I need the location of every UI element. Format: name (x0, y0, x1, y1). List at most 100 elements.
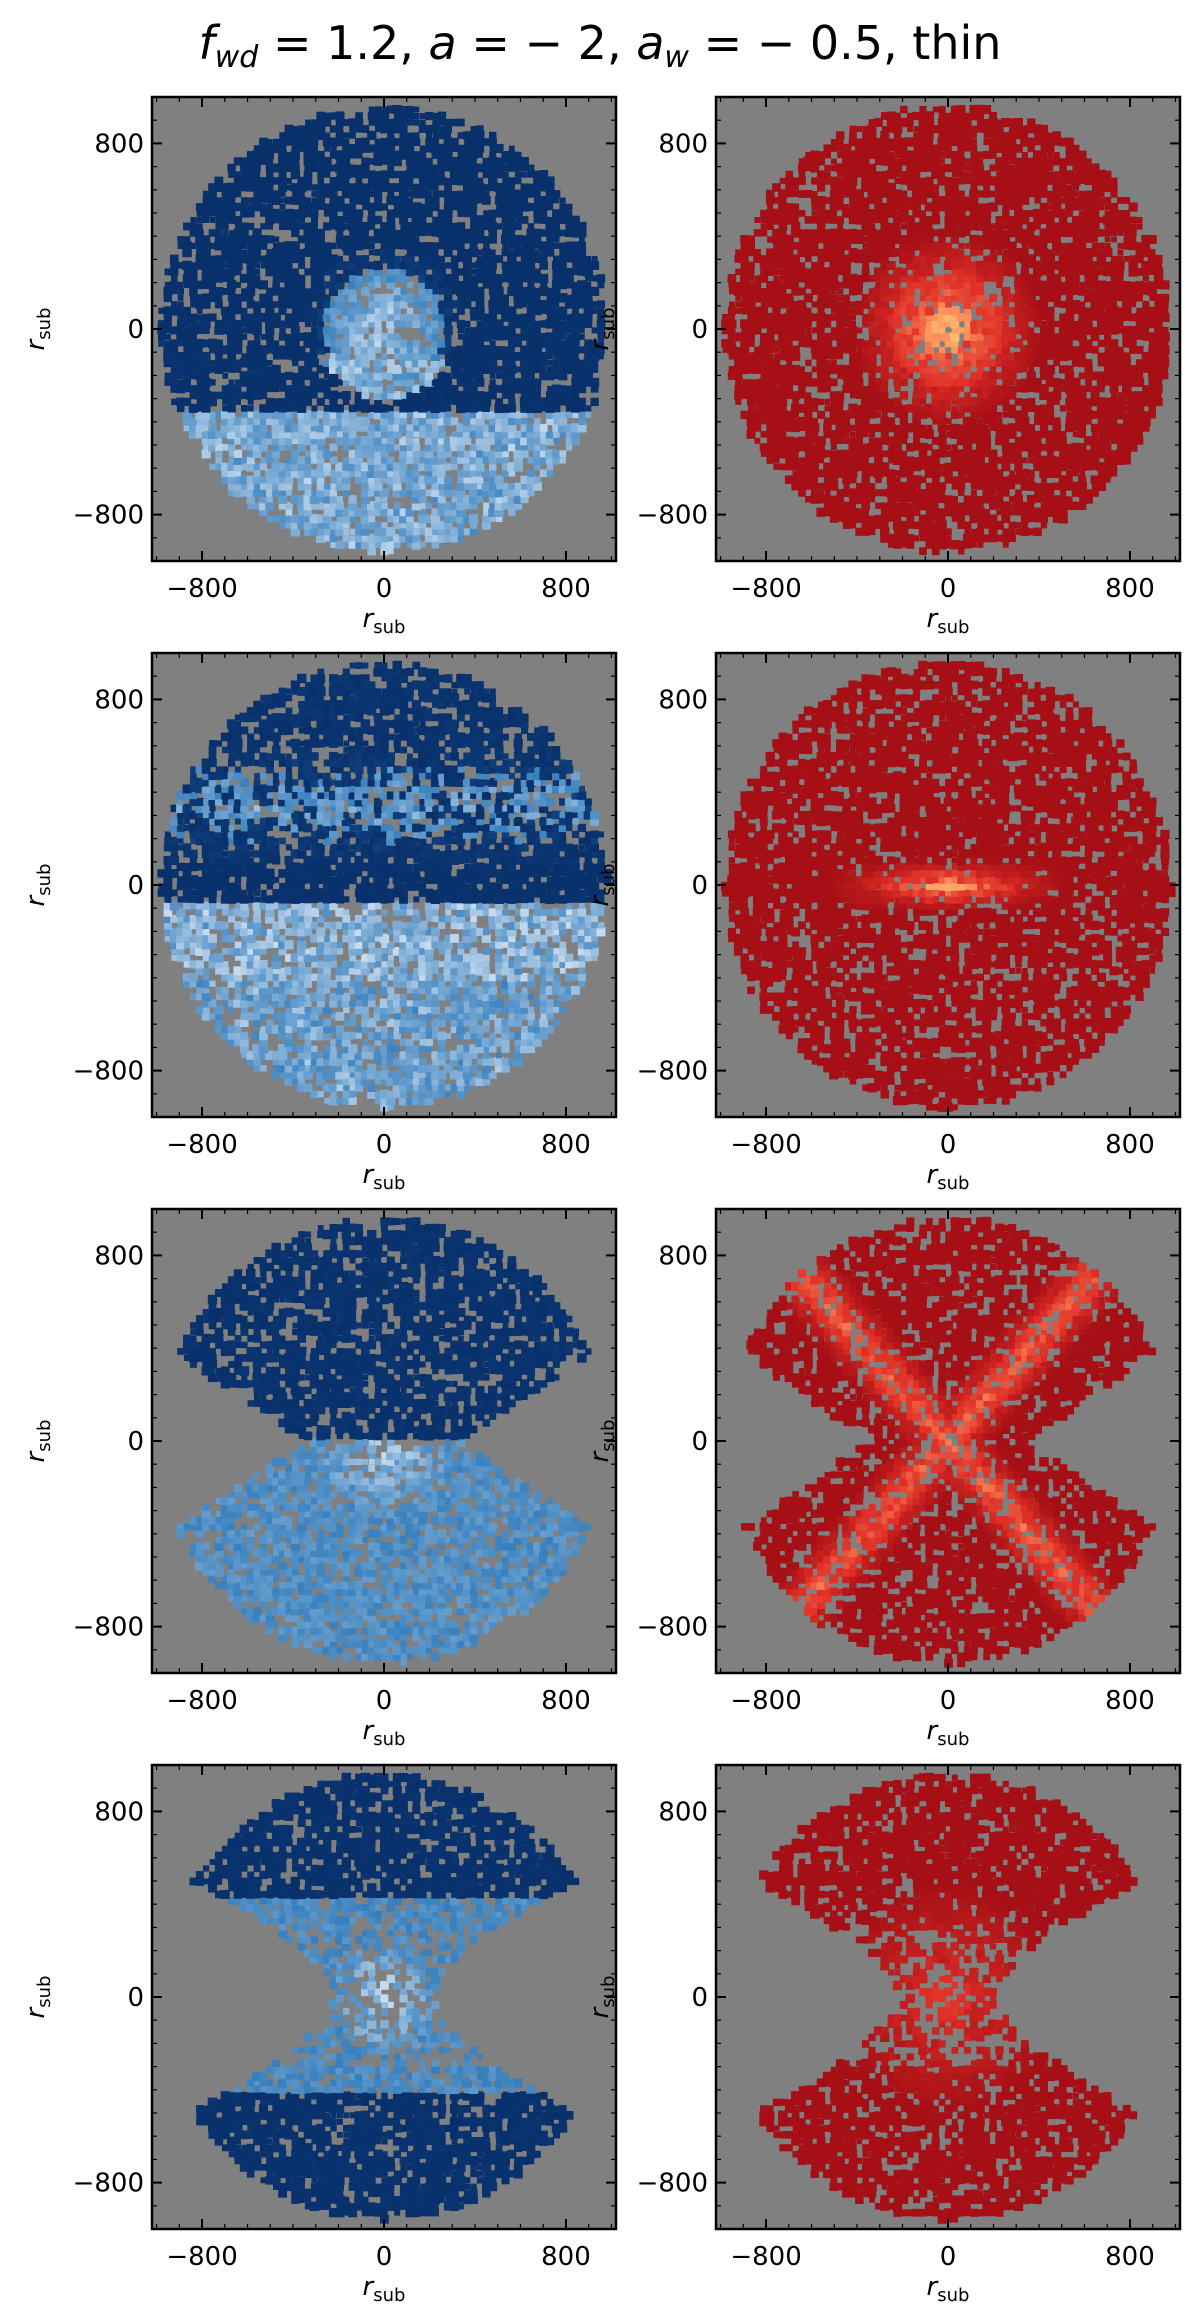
heatmap-cell (367, 339, 376, 348)
heatmap-cell (792, 300, 800, 308)
heatmap-cell (951, 502, 959, 510)
heatmap-cell (1033, 455, 1043, 465)
heatmap-cell (836, 449, 845, 458)
heatmap-cell (900, 424, 908, 432)
heatmap-cell (1015, 365, 1022, 373)
heatmap-cell (481, 481, 492, 491)
heatmap-cell (810, 313, 819, 322)
heatmap-cell (823, 345, 832, 355)
heatmap-cell (804, 397, 813, 406)
heatmap-cell (1128, 443, 1138, 452)
heatmap-cell (932, 294, 940, 302)
heatmap-cell (989, 294, 997, 302)
heatmap-cell (290, 397, 300, 407)
heatmap-cell (400, 398, 408, 406)
heatmap-cell (343, 295, 350, 301)
heatmap-cell (880, 293, 889, 302)
heatmap-cell (976, 430, 985, 439)
heatmap-cell (533, 209, 542, 218)
heatmap-cell (456, 403, 466, 414)
heatmap-cell (545, 371, 555, 381)
heatmap-cell (292, 217, 299, 223)
heatmap-cell (297, 287, 306, 296)
heatmap-cell (836, 410, 845, 419)
heatmap-cell (905, 345, 915, 355)
heatmap-cell (227, 404, 236, 413)
heatmap-cell (545, 430, 555, 439)
heatmap-cell (252, 475, 262, 484)
heatmap-cell (463, 294, 471, 302)
heatmap-cell (456, 222, 466, 231)
heatmap-cell (565, 249, 573, 256)
heatmap-cell (1053, 353, 1060, 360)
heatmap-cell (234, 417, 242, 426)
heatmap-cell (392, 481, 402, 491)
heatmap-cell (475, 163, 485, 173)
heatmap-cell (496, 483, 503, 490)
heatmap-cell (221, 469, 229, 477)
heatmap-cell (1059, 456, 1067, 465)
heatmap-cell (348, 300, 357, 309)
heatmap-cell (970, 372, 978, 380)
heatmap-cell (310, 274, 318, 282)
heatmap-cell (519, 202, 530, 212)
heatmap-cell (956, 455, 966, 465)
heatmap-cell (387, 405, 394, 412)
heatmap-cell (489, 463, 497, 471)
heatmap-cell (405, 430, 415, 439)
heatmap-cell (298, 417, 306, 425)
heatmap-cell (1111, 392, 1117, 399)
heatmap-cell (298, 274, 306, 282)
heatmap-cell (285, 216, 293, 224)
heatmap-cell (303, 300, 313, 309)
heatmap-cell (373, 410, 383, 420)
heatmap-cell (740, 339, 750, 348)
heatmap-cell (195, 391, 205, 400)
heatmap-cell (469, 287, 478, 296)
heatmap-cell (469, 488, 479, 498)
heatmap-cell (1039, 365, 1049, 374)
heatmap-cell (804, 456, 812, 464)
heatmap-cell (874, 365, 882, 373)
heatmap-cell (189, 313, 198, 322)
heatmap-cell (881, 398, 889, 406)
heatmap-cell (437, 339, 446, 348)
heatmap-cell (297, 521, 306, 530)
heatmap-cell (900, 340, 908, 347)
heatmap-cell (747, 332, 755, 341)
heatmap-cell (374, 424, 382, 432)
heatmap-cell (176, 404, 185, 413)
heatmap-cell (571, 339, 580, 348)
heatmap-cell (1052, 378, 1061, 387)
heatmap-cell (457, 118, 465, 127)
heatmap-cell (393, 346, 401, 354)
heatmap-cell (566, 411, 573, 418)
heatmap-cell (285, 443, 293, 451)
heatmap-cell (374, 196, 382, 205)
heatmap-cell (759, 377, 769, 387)
heatmap-cell (355, 144, 363, 153)
heatmap-cell (804, 313, 813, 322)
heatmap-cell (861, 449, 870, 459)
heatmap-cell (164, 268, 172, 276)
heatmap-cell (553, 242, 560, 249)
heatmap-cell (937, 533, 947, 543)
heatmap-cell (969, 404, 978, 413)
heatmap-cell (488, 391, 497, 400)
heatmap-cell (1097, 359, 1105, 367)
heatmap-cell (189, 267, 198, 277)
heatmap-cell (534, 437, 541, 444)
heatmap-cell (285, 508, 293, 516)
heatmap-cell (209, 360, 216, 366)
heatmap-cell (432, 132, 439, 139)
heatmap-cell (1033, 313, 1042, 322)
heatmap-cell (342, 144, 351, 153)
heatmap-cell (272, 449, 280, 458)
heatmap-cell (309, 345, 320, 355)
heatmap-cell (464, 450, 471, 458)
heatmap-cell (413, 424, 420, 431)
heatmap-cell (950, 313, 959, 322)
heatmap-cell (316, 501, 325, 510)
heatmap-cell (899, 462, 909, 472)
heatmap-cell (215, 430, 223, 439)
